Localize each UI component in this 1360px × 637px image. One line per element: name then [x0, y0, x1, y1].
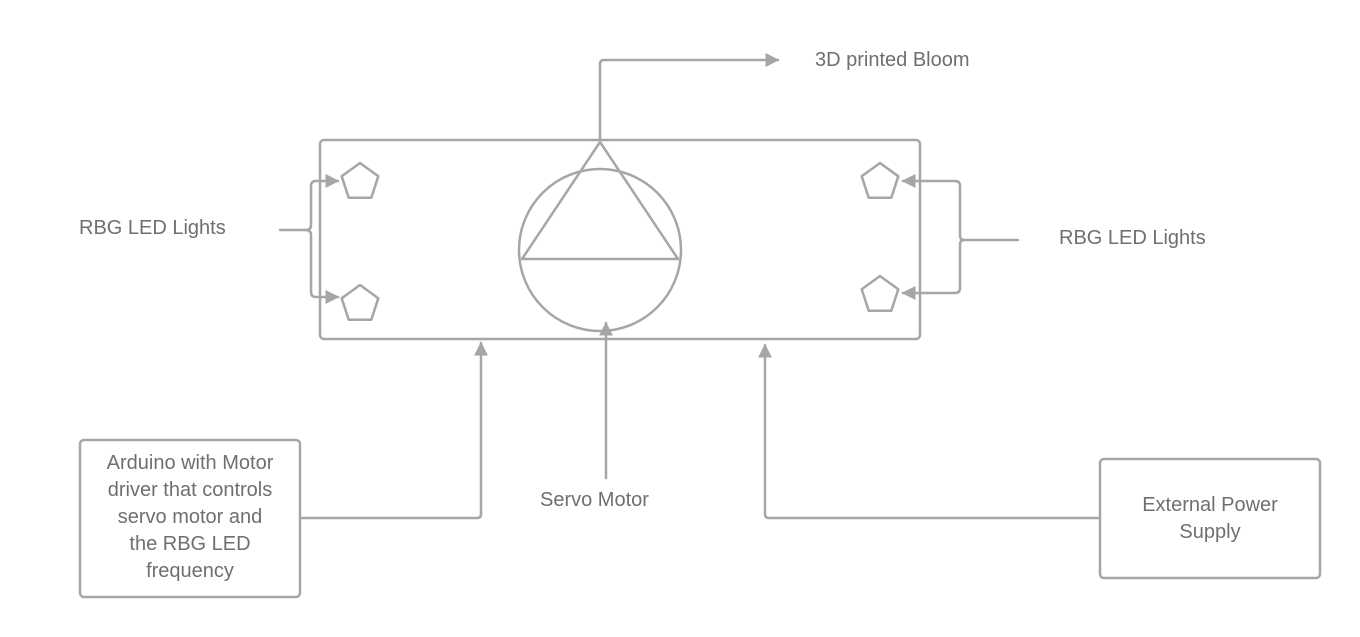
power-line: External Power	[1142, 493, 1278, 516]
arduino-line: Arduino with Motor	[106, 452, 274, 474]
bloom-label: 3D printed Bloom	[815, 49, 970, 71]
arduino-line: the RBG LED	[129, 533, 251, 555]
led-right-bracket-lower	[901, 238, 966, 300]
bloom-triangle	[520, 140, 680, 261]
led-left-bracket-upper	[304, 174, 340, 232]
led-top-left-icon	[340, 161, 380, 199]
arduino-connector	[300, 341, 488, 520]
bloom-connector	[598, 53, 780, 142]
led-bottom-right-icon	[860, 274, 900, 312]
power-connector	[758, 343, 1102, 520]
led-bottom-left-icon	[340, 283, 380, 321]
led-left-label: RBG LED Lights	[79, 217, 226, 239]
arduino-line: driver that controls	[107, 479, 273, 501]
servo-motor-circle	[517, 167, 683, 333]
power-supply-box	[1098, 457, 1322, 580]
arduino-line: servo motor and	[117, 506, 263, 528]
power-line: Supply	[1179, 520, 1241, 543]
servo-label: Servo Motor	[540, 489, 649, 511]
led-right-bracket-upper	[901, 174, 966, 242]
power-box-text: External Power Supply	[1100, 459, 1320, 578]
enclosure-box	[318, 138, 922, 341]
arduino-box-text: Arduino with Motor driver that controls …	[80, 450, 300, 585]
led-top-right-icon	[860, 161, 900, 199]
led-left-bracket-lower	[304, 228, 340, 304]
led-right-label: RBG LED Lights	[1059, 227, 1206, 249]
arduino-box	[78, 438, 302, 599]
arduino-line: frequency	[146, 560, 234, 582]
